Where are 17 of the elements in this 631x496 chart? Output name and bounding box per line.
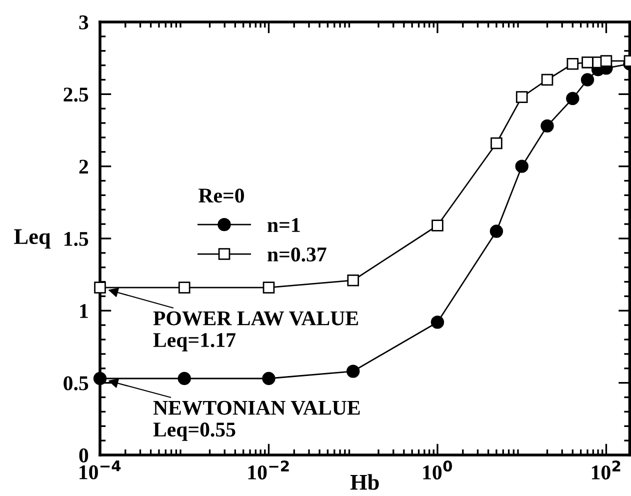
legend-title: Re=0 (198, 188, 244, 203)
y-tick-label: 1 (80, 304, 88, 318)
legend-label: n=0.37 (268, 247, 326, 262)
y-tick-label: 2.5 (64, 88, 88, 102)
x-tick-label: 10$^{0}$ (423, 460, 452, 480)
y-tick-label: 3 (79, 15, 88, 30)
y-tick-label: 2 (79, 160, 88, 174)
y-tick-label: 1.5 (64, 232, 88, 246)
legend-label: n=1 (268, 218, 300, 232)
y-axis-title: Leq (14, 229, 51, 249)
y-tick-label: 0.5 (64, 376, 88, 390)
x-axis-title: Hb (350, 474, 379, 490)
annotation: POWER LAW VALUE Leq=1.17 (153, 311, 358, 352)
annotation: NEWTONIAN VALUE Leq=0.55 (153, 400, 360, 441)
x-tick-label: 10$^{2}$ (592, 460, 620, 480)
x-tick-label: 10$^{−2}$ (248, 460, 289, 480)
y-tick-label: 0 (79, 448, 88, 462)
